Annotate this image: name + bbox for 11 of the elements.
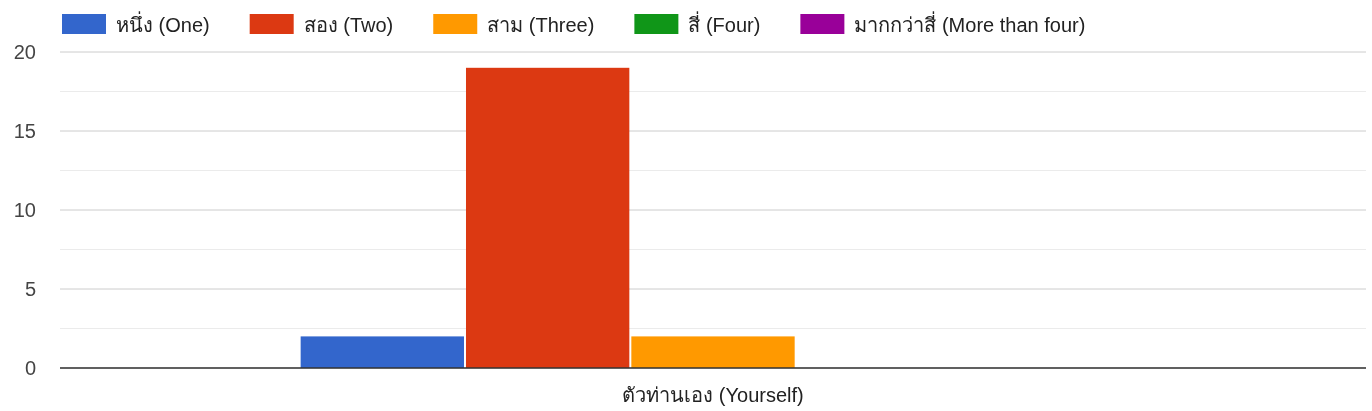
legend-label: มากกว่าสี่ (More than four)	[854, 11, 1086, 36]
y-tick-label: 20	[13, 41, 36, 63]
y-tick-label: 0	[24, 357, 36, 379]
legend-label: สอง (Two)	[303, 14, 394, 36]
legend-label: หนึ่ง (One)	[116, 11, 210, 36]
y-tick-label: 10	[13, 199, 36, 221]
legend-label: สาม (Three)	[487, 14, 595, 36]
legend-label: สี่ (Four)	[688, 11, 761, 36]
x-tick-label: ตัวท่านเอง (Yourself)	[622, 384, 804, 406]
y-tick-label: 5	[24, 278, 36, 300]
y-tick-label: 15	[13, 120, 36, 142]
